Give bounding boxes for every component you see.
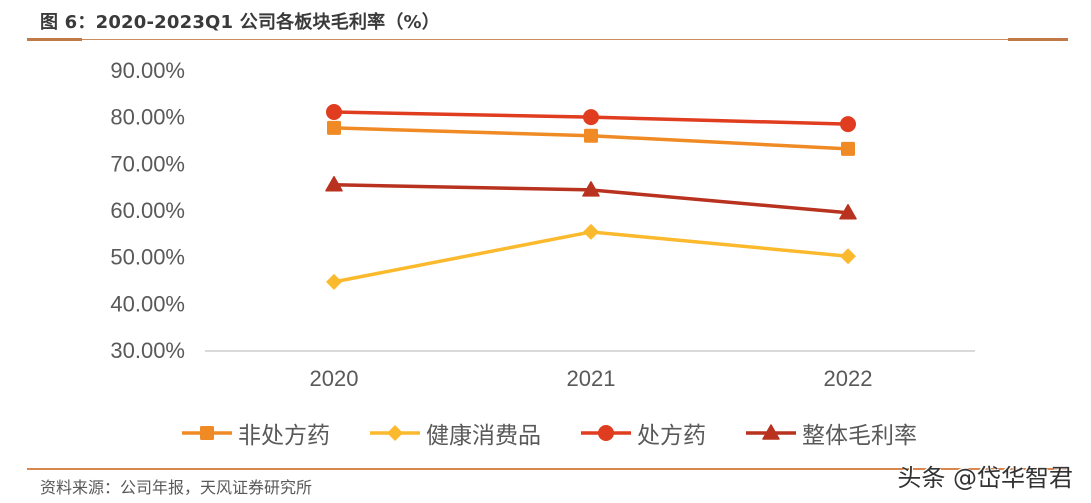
y-tick-label: 80.00% xyxy=(110,105,185,130)
title-divider-accent-left xyxy=(27,38,82,41)
diamond-marker-icon xyxy=(326,273,342,290)
circle-marker-icon xyxy=(840,116,856,133)
diamond-marker-icon xyxy=(583,223,599,240)
series-triangle xyxy=(325,176,857,220)
square-marker-icon xyxy=(200,426,214,440)
watermark: 头条 @岱华智君 xyxy=(897,464,1073,492)
chart-legend: 非处方药 健康消费品 处方药 整体毛利率 xyxy=(180,416,955,450)
legend-label: 整体毛利率 xyxy=(802,423,917,449)
title-divider-accent-right xyxy=(1008,38,1068,41)
title-divider xyxy=(27,39,1068,40)
triangle-marker-icon xyxy=(325,176,343,192)
square-legend-icon xyxy=(182,426,232,440)
y-tick-label: 40.00% xyxy=(110,291,185,316)
y-tick-label: 60.00% xyxy=(110,198,185,223)
y-tick-label: 90.00% xyxy=(110,58,185,83)
circle-marker-icon xyxy=(326,104,342,120)
legend-item: 整体毛利率 xyxy=(744,416,917,450)
source-note: 资料来源：公司年报，天风证券研究所 xyxy=(40,478,313,497)
triangle-marker-icon xyxy=(582,181,600,197)
legend-item: 健康消费品 xyxy=(368,416,541,450)
diamond-marker-icon xyxy=(387,425,403,441)
diamond-marker-icon xyxy=(840,248,856,265)
x-tick-label: 2022 xyxy=(824,366,873,391)
triangle-marker-icon xyxy=(762,424,780,440)
square-marker-icon xyxy=(841,141,855,156)
footer-divider xyxy=(27,468,1067,470)
series-diamond xyxy=(326,223,856,290)
x-tick-label: 2021 xyxy=(567,366,616,391)
legend-item: 处方药 xyxy=(579,416,706,450)
square-marker-icon xyxy=(584,128,598,143)
legend-label: 健康消费品 xyxy=(426,423,541,449)
line-chart: 90.00% 80.00% 70.00% 60.00% 50.00% 40.00% 30.0… xyxy=(110,58,975,391)
figure-title: 图 6：2020-2023Q1 公司各板块毛利率（%） xyxy=(40,12,440,33)
legend-label: 处方药 xyxy=(637,423,706,449)
series-square xyxy=(327,120,855,156)
circle-legend-icon xyxy=(581,425,631,441)
y-tick-label: 30.00% xyxy=(110,338,185,363)
series-circle xyxy=(326,104,856,133)
y-tick-label: 70.00% xyxy=(110,151,185,176)
triangle-marker-icon xyxy=(839,204,857,220)
square-marker-icon xyxy=(327,120,341,135)
legend-label: 非处方药 xyxy=(238,423,330,449)
y-tick-label: 50.00% xyxy=(110,245,185,270)
legend-item: 非处方药 xyxy=(180,416,330,450)
circle-marker-icon xyxy=(598,425,614,441)
triangle-legend-icon xyxy=(746,424,796,440)
circle-marker-icon xyxy=(583,109,599,126)
x-tick-label: 2020 xyxy=(310,366,359,391)
diamond-legend-icon xyxy=(370,425,420,441)
